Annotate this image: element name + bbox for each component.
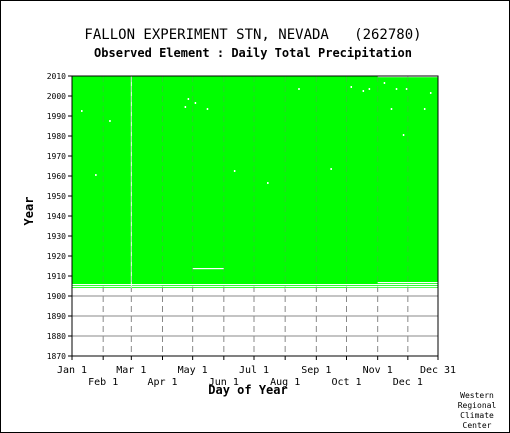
- y-tick-label: 1950: [47, 192, 66, 201]
- y-tick-label: 1940: [47, 212, 66, 221]
- missing-day-mark: [362, 90, 365, 92]
- credit-line-3: Climate: [460, 411, 494, 420]
- missing-day-mark: [429, 92, 432, 94]
- missing-segment: [131, 284, 162, 286]
- x-axis-label: Day of Year: [208, 383, 287, 397]
- data-coverage-band: [72, 76, 438, 288]
- y-tick-label: 1890: [47, 312, 66, 321]
- credit-block: Western Regional Climate Center: [458, 391, 497, 430]
- y-axis-label: Year: [22, 197, 36, 226]
- x-tick-label: Jan 1: [57, 365, 87, 376]
- missing-segment: [346, 286, 438, 288]
- missing-day-mark: [267, 182, 269, 184]
- missing-day-mark: [187, 98, 190, 100]
- missing-segment: [377, 282, 438, 284]
- credit-line-2: Regional: [458, 401, 497, 410]
- missing-day-mark: [194, 102, 197, 104]
- missing-day-mark: [184, 106, 187, 108]
- y-tick-label: 1960: [47, 172, 66, 181]
- x-axis: Jan 1 Mar 1 May 1 Jul 1 Sep 1 Nov 1 Dec 31 Feb …: [57, 356, 456, 388]
- missing-day-mark: [109, 120, 111, 122]
- y-tick-label: 1880: [47, 332, 66, 341]
- x-tick-label: Dec 31: [420, 365, 456, 376]
- y-tick-label: 1980: [47, 132, 66, 141]
- y-tick-label: 2010: [47, 72, 66, 81]
- missing-day-mark: [383, 82, 386, 84]
- x-tick-label: Jun 1: [209, 377, 239, 388]
- missing-day-mark: [405, 88, 408, 90]
- missing-day-mark: [233, 170, 236, 172]
- missing-segment: [72, 286, 438, 288]
- chart-subtitle: Observed Element : Daily Total Precipita…: [94, 46, 412, 60]
- missing-day-mark: [423, 108, 426, 110]
- y-tick-label: 1930: [47, 232, 66, 241]
- x-tick-label: Apr 1: [147, 377, 177, 388]
- x-tick-label: Sep 1: [301, 365, 331, 376]
- x-tick-label: Aug 1: [270, 377, 300, 388]
- missing-day-mark: [330, 168, 332, 170]
- y-tick-label: 1990: [47, 112, 66, 121]
- y-tick-label: 2000: [47, 92, 66, 101]
- y-tick-label: 1920: [47, 252, 66, 261]
- missing-segment: [72, 284, 438, 286]
- missing-day-mark: [395, 88, 398, 90]
- x-tick-label: Oct 1: [331, 377, 361, 388]
- credit-line-4: Center: [463, 421, 492, 430]
- y-tick-label: 1970: [47, 152, 66, 161]
- y-axis: 1870 1880 1890 1900 1910 1920 1930 1940 1950 1960…: [47, 72, 72, 361]
- missing-segment: [192, 268, 224, 270]
- missing-day-mark: [206, 108, 209, 110]
- missing-day-mark: [298, 88, 300, 90]
- y-tick-label: 1870: [47, 352, 66, 361]
- missing-segment: [285, 288, 313, 290]
- y-tick-label: 1900: [47, 292, 66, 301]
- x-tick-label: Mar 1: [116, 365, 146, 376]
- chart-title: FALLON EXPERIMENT STN, NEVADA (262780): [84, 27, 421, 43]
- x-tick-label: Jul 1: [239, 365, 269, 376]
- missing-segment: [377, 76, 438, 78]
- x-tick-label: Dec 1: [393, 377, 423, 388]
- x-tick-label: May 1: [178, 365, 208, 376]
- missing-day-mark: [368, 88, 371, 90]
- missing-day-mark: [95, 174, 97, 176]
- y-tick-label: 1910: [47, 272, 66, 281]
- x-tick-label: Nov 1: [363, 365, 393, 376]
- credit-line-1: Western: [460, 391, 494, 400]
- x-tick-label: Feb 1: [88, 377, 118, 388]
- missing-day-mark: [81, 110, 83, 112]
- missing-day-mark: [350, 86, 353, 88]
- missing-day-mark: [390, 108, 393, 110]
- missing-day-mark: [402, 134, 405, 136]
- plot-area: [71, 75, 439, 357]
